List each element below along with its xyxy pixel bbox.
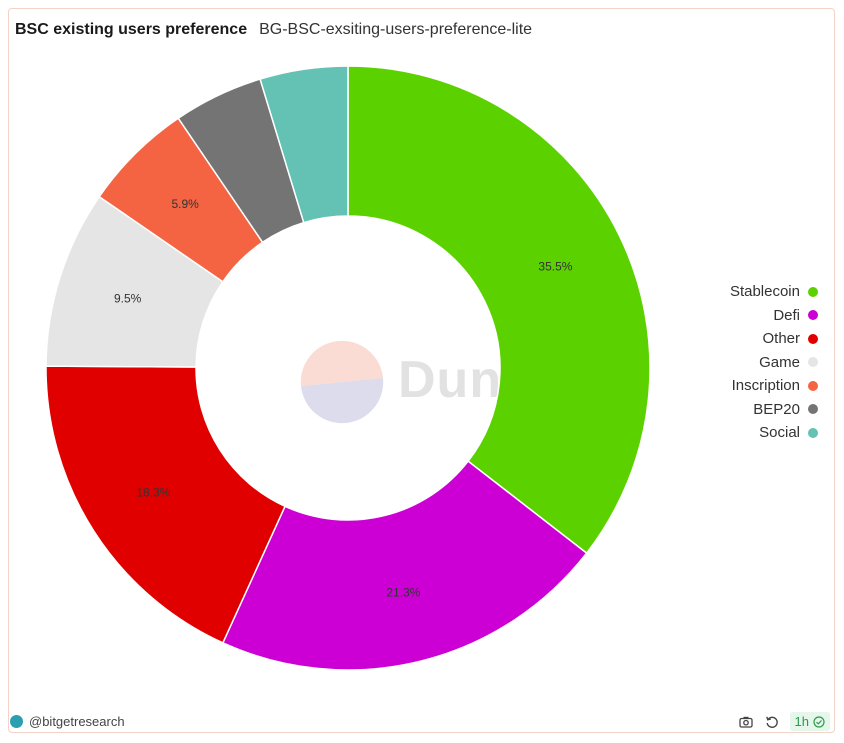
refresh-interval: 1h bbox=[794, 714, 809, 729]
legend-label: Game bbox=[759, 353, 800, 371]
check-circle-icon bbox=[813, 715, 825, 728]
chart-subtitle: BG-BSC-exsiting-users-preference-lite bbox=[259, 21, 533, 38]
legend-item-social[interactable]: Social bbox=[730, 421, 818, 445]
slice-stablecoin[interactable] bbox=[347, 65, 651, 555]
legend-swatch bbox=[808, 357, 818, 368]
legend-label: Inscription bbox=[731, 377, 800, 395]
data-label-other: 18.3% bbox=[136, 485, 170, 499]
footer-actions: 1h bbox=[738, 712, 830, 731]
data-label-stablecoin: 35.5% bbox=[538, 259, 572, 273]
legend-swatch bbox=[808, 333, 818, 344]
legend-item-inscription[interactable]: Inscription bbox=[730, 374, 818, 398]
legend-swatch bbox=[808, 310, 818, 321]
legend-item-other[interactable]: Other bbox=[730, 327, 818, 351]
author-handle[interactable]: @bitgetresearch bbox=[29, 714, 125, 729]
legend-item-defi[interactable]: Defi bbox=[730, 304, 818, 328]
refresh-interval-badge[interactable]: 1h bbox=[789, 712, 830, 731]
legend-label: Stablecoin bbox=[729, 283, 800, 301]
refresh-icon[interactable] bbox=[764, 714, 780, 730]
data-label-game: 9.5% bbox=[114, 292, 142, 306]
legend-label: Defi bbox=[773, 306, 800, 324]
legend-swatch bbox=[808, 286, 818, 297]
chart-header: BSC existing users preference BG-BSC-exs… bbox=[15, 21, 532, 39]
avatar bbox=[10, 715, 23, 728]
data-label-inscription: 5.9% bbox=[171, 197, 199, 211]
slice-social[interactable] bbox=[259, 65, 349, 224]
legend-label: Social bbox=[759, 424, 800, 442]
legend-item-bep20[interactable]: BEP20 bbox=[730, 398, 818, 422]
legend-item-game[interactable]: Game bbox=[730, 351, 818, 375]
legend-label: Other bbox=[762, 330, 800, 348]
legend-item-stablecoin[interactable]: Stablecoin bbox=[730, 280, 818, 304]
chart-title: BSC existing users preference bbox=[15, 21, 248, 38]
data-label-defi: 21.3% bbox=[386, 585, 420, 599]
chart-legend: Stablecoin Defi Other Game Inscription BEP20 S… bbox=[730, 280, 818, 445]
legend-label: BEP20 bbox=[753, 400, 800, 418]
legend-swatch bbox=[808, 427, 818, 438]
camera-icon[interactable] bbox=[738, 714, 754, 730]
legend-swatch bbox=[808, 404, 818, 415]
legend-swatch bbox=[808, 380, 818, 391]
dune-watermark-logo bbox=[300, 340, 384, 424]
author-info: @bitgetresearch bbox=[10, 714, 125, 729]
slice-other[interactable] bbox=[45, 365, 287, 644]
slice-defi[interactable] bbox=[221, 460, 588, 671]
